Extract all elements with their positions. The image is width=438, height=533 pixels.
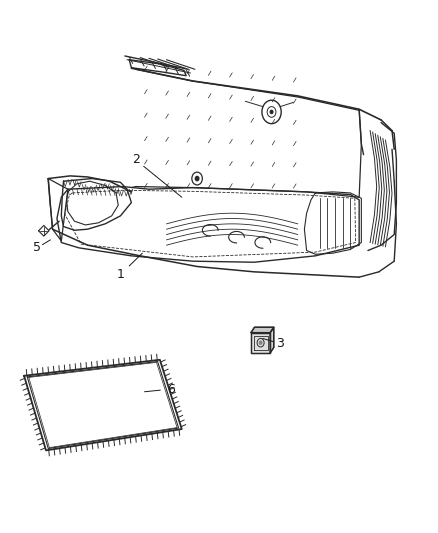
Text: 2: 2 [132,154,140,166]
Circle shape [259,341,262,344]
Polygon shape [270,327,274,353]
Text: 6: 6 [167,383,175,395]
Text: 1: 1 [117,268,124,281]
Text: 5: 5 [33,241,41,254]
Polygon shape [251,333,270,353]
Circle shape [270,110,273,114]
Text: 3: 3 [276,337,284,350]
Polygon shape [251,327,274,333]
Circle shape [195,176,199,181]
